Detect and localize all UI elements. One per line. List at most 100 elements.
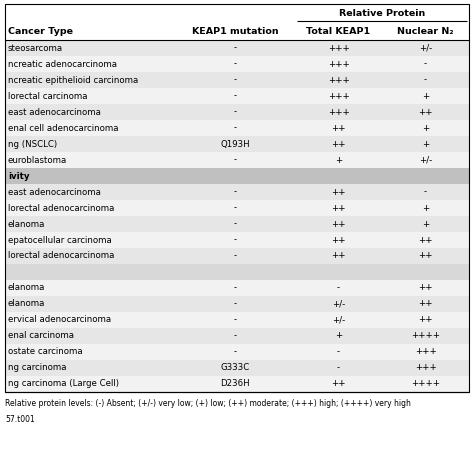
Text: ++: ++ bbox=[331, 124, 346, 133]
Text: +++: +++ bbox=[328, 108, 349, 117]
Text: ++: ++ bbox=[331, 203, 346, 212]
Text: +: + bbox=[422, 91, 429, 100]
Text: ++: ++ bbox=[418, 316, 433, 325]
Bar bbox=[5, 216, 469, 232]
Bar bbox=[5, 88, 469, 104]
Bar bbox=[5, 376, 469, 392]
Bar bbox=[5, 360, 469, 376]
Text: +++: +++ bbox=[415, 347, 437, 356]
Text: -: - bbox=[233, 203, 237, 212]
Text: -: - bbox=[424, 75, 427, 84]
Text: ++: ++ bbox=[331, 252, 346, 261]
Text: +/-: +/- bbox=[332, 300, 345, 309]
Text: -: - bbox=[233, 236, 237, 245]
Bar bbox=[5, 72, 469, 88]
Text: -: - bbox=[233, 316, 237, 325]
Bar bbox=[5, 4, 469, 40]
Bar bbox=[5, 136, 469, 152]
Text: -: - bbox=[233, 60, 237, 69]
Text: +/-: +/- bbox=[419, 155, 432, 164]
Text: ervical adenocarcinoma: ervical adenocarcinoma bbox=[8, 316, 111, 325]
Text: ++: ++ bbox=[331, 380, 346, 389]
Text: -: - bbox=[233, 108, 237, 117]
Text: -: - bbox=[424, 60, 427, 69]
Text: ++: ++ bbox=[331, 219, 346, 228]
Bar bbox=[5, 104, 469, 120]
Text: steosarcoma: steosarcoma bbox=[8, 44, 63, 53]
Text: ++: ++ bbox=[418, 236, 433, 245]
Text: ++: ++ bbox=[331, 188, 346, 197]
Text: ng carcinoma (Large Cell): ng carcinoma (Large Cell) bbox=[8, 380, 119, 389]
Text: ++: ++ bbox=[418, 108, 433, 117]
Bar bbox=[5, 312, 469, 328]
Text: -: - bbox=[233, 75, 237, 84]
Text: G333C: G333C bbox=[220, 364, 250, 373]
Text: -: - bbox=[233, 252, 237, 261]
Text: Nuclear N₂: Nuclear N₂ bbox=[397, 27, 454, 36]
Text: +++: +++ bbox=[328, 44, 349, 53]
Text: 57.t001: 57.t001 bbox=[5, 414, 35, 423]
Text: -: - bbox=[233, 155, 237, 164]
Bar bbox=[5, 296, 469, 312]
Text: -: - bbox=[233, 331, 237, 340]
Text: ++++: ++++ bbox=[411, 380, 440, 389]
Text: -: - bbox=[233, 124, 237, 133]
Text: -: - bbox=[233, 219, 237, 228]
Bar bbox=[5, 4, 469, 392]
Bar bbox=[5, 280, 469, 296]
Bar bbox=[5, 184, 469, 200]
Text: ncreatic adenocarcinoma: ncreatic adenocarcinoma bbox=[8, 60, 117, 69]
Text: +/-: +/- bbox=[332, 316, 345, 325]
Text: +: + bbox=[422, 219, 429, 228]
Text: ncreatic epithelioid carcinoma: ncreatic epithelioid carcinoma bbox=[8, 75, 138, 84]
Text: enal cell adenocarcinoma: enal cell adenocarcinoma bbox=[8, 124, 118, 133]
Text: -: - bbox=[233, 347, 237, 356]
Bar bbox=[5, 152, 469, 168]
Text: +: + bbox=[422, 124, 429, 133]
Bar bbox=[5, 264, 469, 280]
Text: -: - bbox=[233, 188, 237, 197]
Bar bbox=[5, 56, 469, 72]
Text: euroblastoma: euroblastoma bbox=[8, 155, 67, 164]
Text: elanoma: elanoma bbox=[8, 300, 46, 309]
Text: +++: +++ bbox=[415, 364, 437, 373]
Text: +: + bbox=[335, 331, 342, 340]
Text: -: - bbox=[337, 364, 340, 373]
Text: lorectal adenocarcinoma: lorectal adenocarcinoma bbox=[8, 252, 114, 261]
Bar bbox=[5, 200, 469, 216]
Text: Total KEAP1: Total KEAP1 bbox=[306, 27, 371, 36]
Text: Relative protein levels: (-) Absent; (+/-) very low; (+) low; (++) moderate; (++: Relative protein levels: (-) Absent; (+/… bbox=[5, 399, 411, 408]
Text: +: + bbox=[422, 139, 429, 148]
Text: ostate carcinoma: ostate carcinoma bbox=[8, 347, 82, 356]
Text: -: - bbox=[337, 347, 340, 356]
Text: east adenocarcinoma: east adenocarcinoma bbox=[8, 188, 101, 197]
Text: +: + bbox=[422, 203, 429, 212]
Text: ++: ++ bbox=[331, 139, 346, 148]
Text: +++: +++ bbox=[328, 60, 349, 69]
Text: D236H: D236H bbox=[220, 380, 250, 389]
Text: lorectal adenocarcinoma: lorectal adenocarcinoma bbox=[8, 203, 114, 212]
Bar bbox=[5, 168, 469, 184]
Bar bbox=[5, 248, 469, 264]
Text: enal carcinoma: enal carcinoma bbox=[8, 331, 74, 340]
Text: -: - bbox=[337, 283, 340, 292]
Bar bbox=[5, 40, 469, 56]
Text: ++: ++ bbox=[418, 300, 433, 309]
Text: ++++: ++++ bbox=[411, 331, 440, 340]
Text: east adenocarcinoma: east adenocarcinoma bbox=[8, 108, 101, 117]
Text: -: - bbox=[233, 44, 237, 53]
Text: elanoma: elanoma bbox=[8, 283, 46, 292]
Text: +++: +++ bbox=[328, 75, 349, 84]
Text: -: - bbox=[233, 283, 237, 292]
Text: ++: ++ bbox=[418, 283, 433, 292]
Bar bbox=[5, 120, 469, 136]
Text: +++: +++ bbox=[328, 91, 349, 100]
Text: ng carcinoma: ng carcinoma bbox=[8, 364, 66, 373]
Text: -: - bbox=[233, 91, 237, 100]
Text: ng (NSCLC): ng (NSCLC) bbox=[8, 139, 57, 148]
Bar bbox=[5, 328, 469, 344]
Text: -: - bbox=[424, 188, 427, 197]
Text: epatocellular carcinoma: epatocellular carcinoma bbox=[8, 236, 112, 245]
Bar bbox=[5, 232, 469, 248]
Text: ++: ++ bbox=[418, 252, 433, 261]
